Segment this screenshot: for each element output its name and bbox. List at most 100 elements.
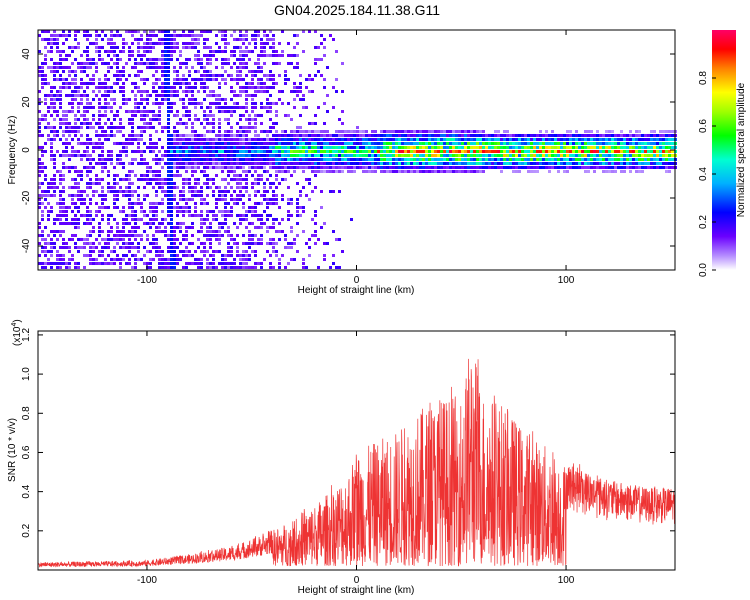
heatmap-cell (581, 154, 584, 157)
heatmap-cell (329, 166, 332, 169)
heatmap-cell (536, 170, 539, 173)
heatmap-cell (98, 114, 101, 117)
heatmap-cell (89, 82, 92, 85)
heatmap-cell (179, 242, 182, 245)
heatmap-cell (191, 154, 194, 157)
heatmap-cell (638, 146, 641, 149)
heatmap-cell (254, 162, 257, 165)
heatmap-cell (122, 46, 125, 49)
heatmap-cell (476, 150, 479, 153)
heatmap-cell (107, 186, 110, 189)
heatmap-cell (269, 162, 272, 165)
heatmap-cell (182, 90, 185, 93)
heatmap-cell (98, 262, 101, 265)
heatmap-cell (182, 98, 185, 101)
heatmap-cell (299, 134, 302, 137)
heatmap-cell (302, 98, 305, 101)
heatmap-cell (107, 134, 110, 137)
heatmap-cell (146, 250, 149, 253)
heatmap-cell (236, 178, 239, 181)
heatmap-cell (356, 162, 359, 165)
heatmap-cell (113, 142, 116, 145)
heatmap-cell (275, 142, 278, 145)
heatmap-cell (176, 46, 179, 49)
heatmap-cell (110, 110, 113, 113)
heatmap-cell (161, 126, 164, 129)
heatmap-cell (233, 174, 236, 177)
heatmap-cell (158, 182, 161, 185)
heatmap-cell (281, 178, 284, 181)
heatmap-cell (272, 202, 275, 205)
heatmap-cell (176, 78, 179, 81)
heatmap-cell (146, 94, 149, 97)
heatmap-cell (293, 138, 296, 141)
heatmap-cell (164, 98, 167, 101)
heatmap-cell (413, 170, 416, 173)
heatmap-cell (254, 166, 257, 169)
heatmap-cell (239, 186, 242, 189)
heatmap-cell (437, 146, 440, 149)
heatmap-cell (497, 138, 500, 141)
heatmap-cell (227, 166, 230, 169)
heatmap-cell (227, 242, 230, 245)
heatmap-cell (200, 162, 203, 165)
heatmap-cell (236, 82, 239, 85)
heatmap-cell (437, 142, 440, 145)
heatmap-cell (62, 222, 65, 225)
heatmap-cell (497, 142, 500, 145)
heatmap-cell (623, 170, 626, 173)
heatmap-cell (89, 198, 92, 201)
heatmap-cell (230, 198, 233, 201)
heatmap-cell (503, 142, 506, 145)
heatmap-cell (671, 138, 674, 141)
heatmap-cell (167, 86, 170, 89)
heatmap-cell (200, 66, 203, 69)
heatmap-cell (203, 198, 206, 201)
heatmap-cell (629, 150, 632, 153)
heatmap-cell (224, 154, 227, 157)
heatmap-cell (92, 250, 95, 253)
heatmap-cell (602, 170, 605, 173)
heatmap-cell (254, 94, 257, 97)
heatmap-cell (65, 138, 68, 141)
heatmap-cell (188, 82, 191, 85)
heatmap-cell (140, 154, 143, 157)
heatmap-cell (650, 150, 653, 153)
heatmap-cell (206, 186, 209, 189)
heatmap-cell (242, 178, 245, 181)
heatmap-cell (176, 74, 179, 77)
heatmap-cell (65, 114, 68, 117)
heatmap-cell (110, 154, 113, 157)
heatmap-cell (263, 74, 266, 77)
heatmap-cell (236, 246, 239, 249)
heatmap-cell (656, 162, 659, 165)
heatmap-cell (269, 254, 272, 257)
heatmap-cell (203, 114, 206, 117)
heatmap-cell (653, 158, 656, 161)
heatmap-cell (218, 94, 221, 97)
heatmap-cell (116, 34, 119, 37)
heatmap-cell (248, 246, 251, 249)
heatmap-cell (380, 150, 383, 153)
heatmap-cell (230, 114, 233, 117)
heatmap-cell (140, 178, 143, 181)
heatmap-cell (230, 238, 233, 241)
heatmap-cell (185, 90, 188, 93)
heatmap-cell (179, 54, 182, 57)
heatmap-cell (347, 166, 350, 169)
heatmap-cell (212, 178, 215, 181)
heatmap-cell (239, 214, 242, 217)
heatmap-cell (251, 186, 254, 189)
heatmap-cell (596, 130, 599, 133)
heatmap-cell (293, 238, 296, 241)
heatmap-cell (431, 130, 434, 133)
heatmap-cell (206, 78, 209, 81)
heatmap-cell (134, 150, 137, 153)
heatmap-cell (47, 190, 50, 193)
heatmap-cell (56, 170, 59, 173)
heatmap-cell (74, 226, 77, 229)
heatmap-cell (650, 134, 653, 137)
heatmap-cell (131, 90, 134, 93)
heatmap-cell (248, 70, 251, 73)
heatmap-cell (485, 166, 488, 169)
